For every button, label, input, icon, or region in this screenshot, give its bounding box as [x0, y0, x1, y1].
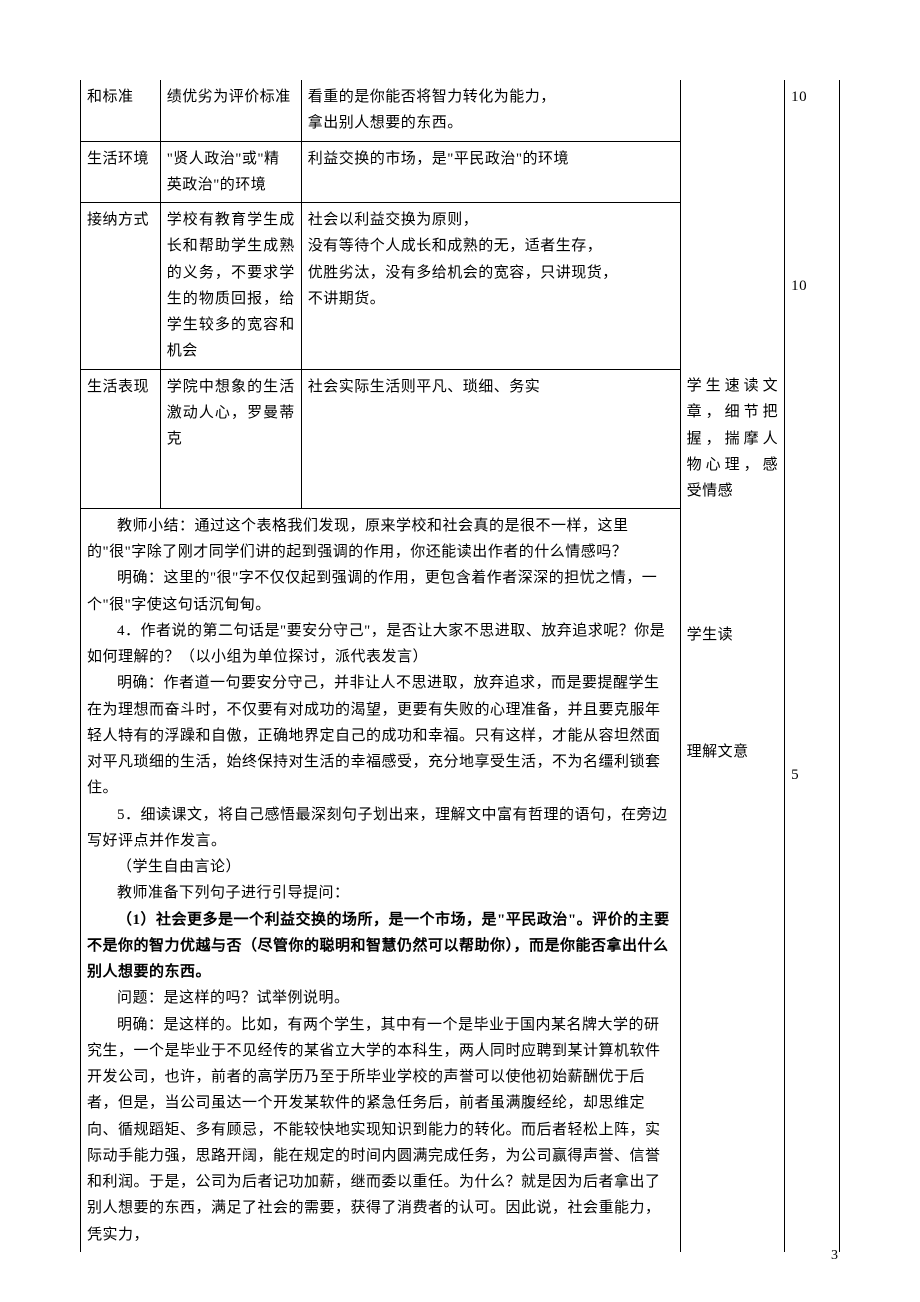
paragraph: 明确：这里的"很"字不仅仅起到强调的作用，更包含着作者深深的担忧之情，一个"很"…	[87, 565, 674, 618]
paragraph: 教师小结：通过这个表格我们发现，原来学校和社会真的是很不一样，这里的"很"字除了…	[87, 513, 674, 566]
cell-line: 拿出别人想要的东西。	[308, 110, 674, 136]
cell-line: 没有等待个人成长和成熟的无，适者生存，	[308, 233, 674, 259]
table-row: 和标准 绩优劣为评价标准 看重的是你能否将智力转化为能力， 拿出别人想要的东西。…	[81, 80, 840, 141]
cell-line: 社会以利益交换为原则，	[308, 207, 674, 233]
paragraph-bold: （1）社会更多是一个利益交换的场所，是一个市场，是"平民政治"。评价的主要不是你…	[87, 907, 674, 986]
document-page: 和标准 绩优劣为评价标准 看重的是你能否将智力转化为能力， 拿出别人想要的东西。…	[0, 0, 920, 1302]
cell-school: "贤人政治"或"精英政治"的环境	[160, 141, 301, 203]
lesson-table: 和标准 绩优劣为评价标准 看重的是你能否将智力转化为能力， 拿出别人想要的东西。…	[80, 80, 840, 1252]
paragraph: 明确：作者道一句要安分守己，并非让人不思进取，放弃追求，而是要提醒学生在为理想而…	[87, 670, 674, 801]
cell-category: 生活环境	[81, 141, 161, 203]
cell-category: 生活表现	[81, 369, 161, 508]
paragraph: 明确：是这样的。比如，有两个学生，其中有一个是毕业于国内某名牌大学的研究生，一个…	[87, 1012, 674, 1248]
cell-line: 优胜劣汰，没有多给机会的宽容，只讲现货，	[308, 260, 674, 286]
cell-activity-col: 学生读 理解文意	[680, 508, 785, 1252]
cell-society: 社会以利益交换为原则， 没有等待个人成长和成熟的无，适者生存， 优胜劣汰，没有多…	[301, 203, 680, 370]
cell-society: 利益交换的市场，是"平民政治"的环境	[301, 141, 680, 203]
cell-society: 看重的是你能否将智力转化为能力， 拿出别人想要的东西。	[301, 80, 680, 141]
cell-time	[785, 141, 840, 203]
body-cell: 教师小结：通过这个表格我们发现，原来学校和社会真的是很不一样，这里的"很"字除了…	[81, 508, 681, 1252]
paragraph: 教师准备下列句子进行引导提问：	[87, 880, 674, 906]
cell-line: 看重的是你能否将智力转化为能力，	[308, 84, 674, 110]
cell-line: 不讲期货。	[308, 286, 674, 312]
cell-category: 和标准	[81, 80, 161, 141]
cell-school: 绩优劣为评价标准	[160, 80, 301, 141]
paragraph: （学生自由言论）	[87, 854, 674, 880]
cell-activity: 学生速读文章，细节把握，揣摩人物心理，感受情感	[680, 369, 785, 508]
activity-note: 理解文意	[687, 739, 779, 765]
paragraph: 4．作者说的第二句话是"要安分守己"，是否让大家不思进取、放弃追求呢？你是如何理…	[87, 618, 674, 671]
cell-school: 学校有教育学生成长和帮助学生成熟的义务，不要求学生的物质回报，给学生较多的宽容和…	[160, 203, 301, 370]
cell-school: 学院中想象的生活激动人心，罗曼蒂克	[160, 369, 301, 508]
paragraph: 5．细读课文，将自己感悟最深刻句子划出来，理解文中富有哲理的语句，在旁边写好评点…	[87, 802, 674, 855]
paragraph: 问题：是这样的吗？试举例说明。	[87, 985, 674, 1011]
page-number: 3	[831, 1248, 838, 1264]
cell-category: 接纳方式	[81, 203, 161, 370]
cell-society: 社会实际生活则平凡、琐细、务实	[301, 369, 680, 508]
cell-activity	[680, 80, 785, 369]
cell-time: 10	[785, 203, 840, 370]
cell-time	[785, 369, 840, 508]
cell-time-col: 5	[785, 508, 840, 1252]
time-value: 5	[791, 762, 833, 788]
cell-time: 10	[785, 80, 840, 141]
table-row: 生活表现 学院中想象的生活激动人心，罗曼蒂克 社会实际生活则平凡、琐细、务实 学…	[81, 369, 840, 508]
table-row-body: 教师小结：通过这个表格我们发现，原来学校和社会真的是很不一样，这里的"很"字除了…	[81, 508, 840, 1252]
activity-note: 学生读	[687, 622, 779, 648]
